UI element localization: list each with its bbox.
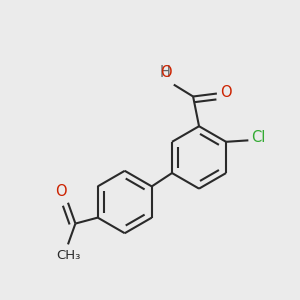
Text: O: O (160, 65, 172, 80)
Text: CH₃: CH₃ (56, 249, 80, 262)
Text: H: H (160, 65, 171, 80)
Text: O: O (55, 184, 67, 199)
Text: Cl: Cl (251, 130, 266, 145)
Text: O: O (220, 85, 232, 100)
